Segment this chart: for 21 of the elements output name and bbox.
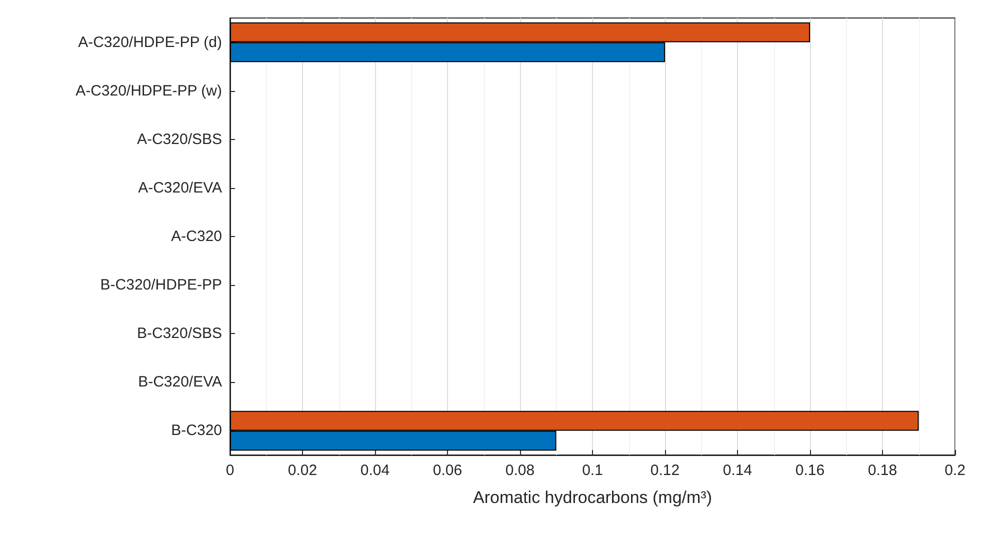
y-tick-label: A-C320 xyxy=(171,228,222,245)
y-tick-label: A-C320/HDPE-PP (w) xyxy=(76,82,222,100)
x-tick-label: 0.16 xyxy=(795,462,825,479)
x-tick-label: 0.08 xyxy=(505,462,535,479)
x-tick-label: 0.2 xyxy=(944,462,966,479)
y-tick-label: A-C320/HDPE-PP (d) xyxy=(78,34,222,51)
x-tick-label: 0.1 xyxy=(582,462,603,479)
y-tick-label: A-C320/SBS xyxy=(136,130,222,148)
x-tick-label: 0.06 xyxy=(432,462,462,479)
y-tick-label: A-C320/EVA xyxy=(138,179,222,196)
x-tick-label: 0.18 xyxy=(868,462,898,479)
y-tick-label: B-C320/HDPE-PP xyxy=(100,276,222,294)
y-tick-label: B-C320/SBS xyxy=(136,325,222,342)
x-tick-label: 0.12 xyxy=(650,462,680,479)
x-axis-title: Aromatic hydrocarbons (mg/m³) xyxy=(472,488,712,507)
y-tick-label: B-C320 xyxy=(171,422,222,440)
x-tick-label: 0.14 xyxy=(722,462,752,479)
y-tick-label: B-C320/EVA xyxy=(138,374,222,391)
x-tick-label: 0.04 xyxy=(360,462,390,479)
x-tick-label: 0.02 xyxy=(288,462,318,479)
x-tick-label: 0 xyxy=(226,462,234,479)
